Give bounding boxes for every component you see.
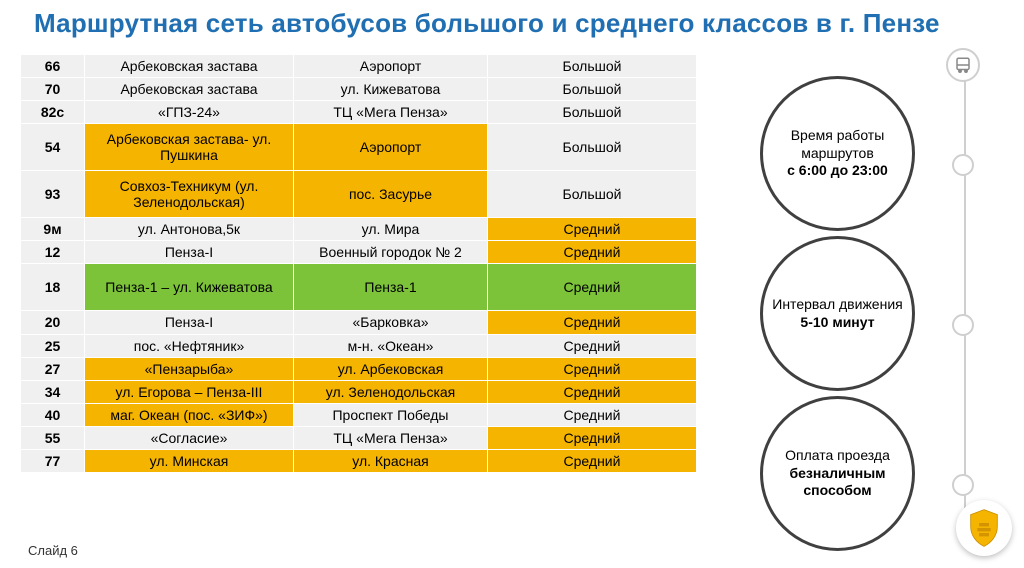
table-row: 93Совхоз-Техникум (ул. Зеленодольская)по… bbox=[21, 171, 697, 218]
cell-cls: Средний bbox=[488, 403, 697, 426]
cell-n: 40 bbox=[21, 403, 85, 426]
info-circle-1: Интервал движения 5-10 минут bbox=[760, 236, 915, 391]
table-row: 66Арбековская заставаАэропортБольшой bbox=[21, 55, 697, 78]
cell-n: 55 bbox=[21, 426, 85, 449]
slide-number: Слайд 6 bbox=[28, 543, 78, 558]
table-row: 34ул. Егорова – Пенза-IIIул. Зеленодольс… bbox=[21, 380, 697, 403]
cell-n: 18 bbox=[21, 264, 85, 311]
table-row: 12Пенза-IВоенный городок № 2Средний bbox=[21, 241, 697, 264]
info-circle-2: Оплата проезда безналичным способом bbox=[760, 396, 915, 551]
info-circle-value: безналичным способом bbox=[769, 465, 906, 500]
cell-p1: «Пензарыба» bbox=[85, 357, 294, 380]
cell-p1: Совхоз-Техникум (ул. Зеленодольская) bbox=[85, 171, 294, 218]
cell-p2: «Барковка» bbox=[294, 311, 488, 334]
cell-n: 66 bbox=[21, 55, 85, 78]
cell-n: 70 bbox=[21, 78, 85, 101]
timeline-line bbox=[964, 60, 966, 518]
cell-p1: пос. «Нефтяник» bbox=[85, 334, 294, 357]
table-row: 55«Согласие»ТЦ «Мега Пенза»Средний bbox=[21, 426, 697, 449]
cell-p2: Пенза-1 bbox=[294, 264, 488, 311]
table-row: 54Арбековская застава- ул. ПушкинаАэропо… bbox=[21, 124, 697, 171]
cell-cls: Средний bbox=[488, 380, 697, 403]
cell-n: 77 bbox=[21, 450, 85, 473]
cell-p1: Пенза-I bbox=[85, 241, 294, 264]
cell-p2: Аэропорт bbox=[294, 124, 488, 171]
cell-p1: «ГПЗ-24» bbox=[85, 101, 294, 124]
cell-n: 93 bbox=[21, 171, 85, 218]
cell-p1: Пенза-I bbox=[85, 311, 294, 334]
cell-cls: Средний bbox=[488, 218, 697, 241]
cell-p1: ул. Антонова,5к bbox=[85, 218, 294, 241]
cell-n: 20 bbox=[21, 311, 85, 334]
info-circle-label: Оплата проезда bbox=[785, 447, 890, 463]
cell-cls: Средний bbox=[488, 450, 697, 473]
cell-n: 34 bbox=[21, 380, 85, 403]
page-title: Маршрутная сеть автобусов большого и сре… bbox=[34, 8, 940, 39]
info-circle-value: с 6:00 до 23:00 bbox=[769, 162, 906, 180]
cell-n: 82с bbox=[21, 101, 85, 124]
bus-icon bbox=[946, 48, 980, 82]
table-row: 9мул. Антонова,5кул. МираСредний bbox=[21, 218, 697, 241]
cell-cls: Большой bbox=[488, 78, 697, 101]
info-circle-label: Интервал движения bbox=[772, 296, 902, 312]
cell-cls: Большой bbox=[488, 101, 697, 124]
cell-cls: Средний bbox=[488, 426, 697, 449]
cell-p2: ул. Мира bbox=[294, 218, 488, 241]
table-row: 18Пенза-1 – ул. КижеватоваПенза-1Средний bbox=[21, 264, 697, 311]
cell-p2: Военный городок № 2 bbox=[294, 241, 488, 264]
cell-cls: Средний bbox=[488, 264, 697, 311]
cell-n: 27 bbox=[21, 357, 85, 380]
timeline-node bbox=[952, 314, 974, 336]
table-row: 70Арбековская заставаул. КижеватоваБольш… bbox=[21, 78, 697, 101]
cell-p2: Аэропорт bbox=[294, 55, 488, 78]
cell-p2: ул. Зеленодольская bbox=[294, 380, 488, 403]
cell-cls: Большой bbox=[488, 171, 697, 218]
cell-p2: ул. Кижеватова bbox=[294, 78, 488, 101]
cell-p2: ул. Арбековская bbox=[294, 357, 488, 380]
cell-p2: пос. Засурье bbox=[294, 171, 488, 218]
cell-p1: маг. Океан (пос. «ЗИФ») bbox=[85, 403, 294, 426]
cell-p2: ул. Красная bbox=[294, 450, 488, 473]
table-row: 40маг. Океан (пос. «ЗИФ»)Проспект Победы… bbox=[21, 403, 697, 426]
info-circle-0: Время работы маршрутовс 6:00 до 23:00 bbox=[760, 76, 915, 231]
info-circle-value: 5-10 минут bbox=[772, 314, 902, 332]
table-row: 25пос. «Нефтяник»м-н. «Океан»Средний bbox=[21, 334, 697, 357]
table-row: 20Пенза-I«Барковка»Средний bbox=[21, 311, 697, 334]
cell-p2: ТЦ «Мега Пенза» bbox=[294, 101, 488, 124]
cell-n: 9м bbox=[21, 218, 85, 241]
emblem-icon bbox=[956, 500, 1012, 556]
cell-p1: «Согласие» bbox=[85, 426, 294, 449]
info-circle-label: Время работы маршрутов bbox=[791, 127, 885, 161]
timeline-node bbox=[952, 474, 974, 496]
cell-cls: Средний bbox=[488, 334, 697, 357]
cell-n: 25 bbox=[21, 334, 85, 357]
cell-p1: Арбековская застава bbox=[85, 78, 294, 101]
cell-p1: Арбековская застава bbox=[85, 55, 294, 78]
cell-p1: ул. Минская bbox=[85, 450, 294, 473]
cell-p1: Пенза-1 – ул. Кижеватова bbox=[85, 264, 294, 311]
table-row: 82с«ГПЗ-24»ТЦ «Мега Пенза»Большой bbox=[21, 101, 697, 124]
cell-cls: Средний bbox=[488, 357, 697, 380]
cell-n: 12 bbox=[21, 241, 85, 264]
cell-p1: Арбековская застава- ул. Пушкина bbox=[85, 124, 294, 171]
cell-p2: м-н. «Океан» bbox=[294, 334, 488, 357]
timeline-node bbox=[952, 154, 974, 176]
cell-n: 54 bbox=[21, 124, 85, 171]
cell-cls: Средний bbox=[488, 311, 697, 334]
cell-p2: ТЦ «Мега Пенза» bbox=[294, 426, 488, 449]
table-row: 77ул. Минскаяул. КраснаяСредний bbox=[21, 450, 697, 473]
table-row: 27«Пензарыба»ул. АрбековскаяСредний bbox=[21, 357, 697, 380]
side-panel: Время работы маршрутовс 6:00 до 23:00Инт… bbox=[730, 36, 970, 536]
cell-cls: Большой bbox=[488, 124, 697, 171]
cell-cls: Средний bbox=[488, 241, 697, 264]
cell-p1: ул. Егорова – Пенза-III bbox=[85, 380, 294, 403]
routes-table: 66Арбековская заставаАэропортБольшой70Ар… bbox=[20, 54, 697, 473]
cell-p2: Проспект Победы bbox=[294, 403, 488, 426]
cell-cls: Большой bbox=[488, 55, 697, 78]
